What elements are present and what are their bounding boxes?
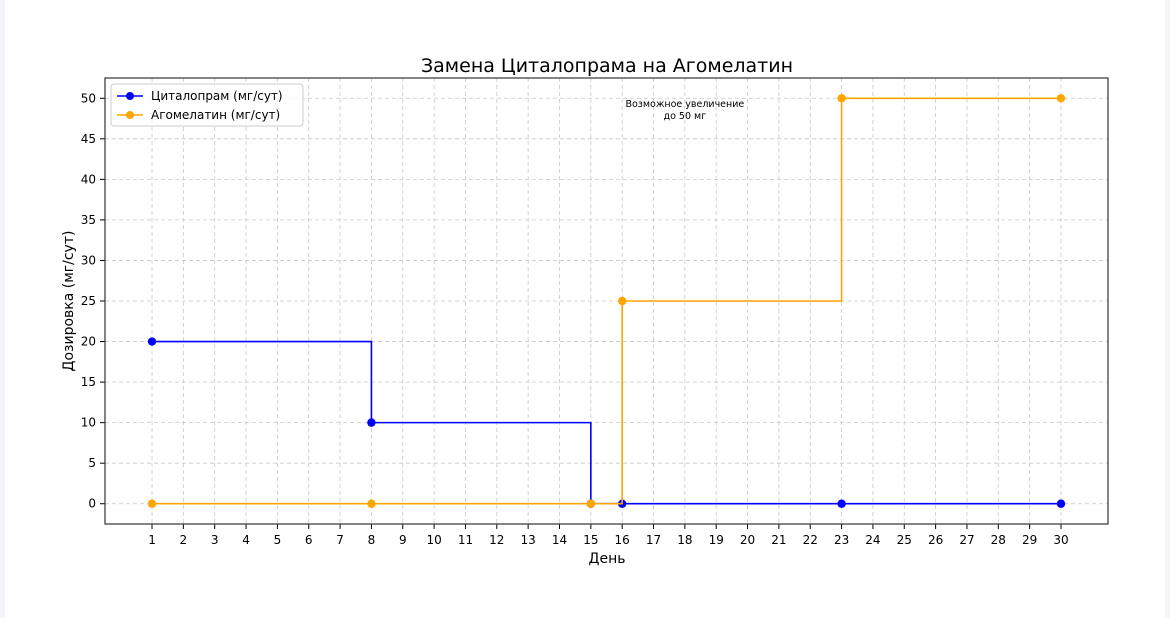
plot-area-frame [104, 77, 1109, 525]
x-tick-label: 19 [709, 533, 724, 547]
x-tick-label: 21 [771, 533, 786, 547]
series-1-point [586, 499, 596, 508]
x-tick-label: 29 [1022, 533, 1037, 547]
y-tick-label: 0 [88, 497, 96, 511]
y-tick-label: 35 [81, 213, 96, 227]
y-tick-label: 20 [81, 335, 96, 349]
x-tick-label: 18 [677, 533, 692, 547]
grid-lines [105, 78, 1108, 524]
y-tick-label: 45 [81, 132, 96, 146]
axis-ticks: 1 2 3 4 5 6 7 8 9 10 11 12 13 14 15 16 17 18 19 20 21 22 23 24 2… [81, 91, 1069, 547]
legend-marker-agomelatine [126, 111, 134, 119]
series-0-point [837, 499, 846, 508]
x-tick-label: 3 [211, 533, 219, 547]
y-tick-label: 25 [81, 294, 96, 308]
y-tick-label: 10 [81, 416, 96, 430]
x-tick-label: 1 [148, 533, 156, 547]
series-1-point [617, 296, 627, 306]
x-tick-label: 24 [865, 533, 880, 547]
y-axis-label: Дозировка (мг/сут) [61, 231, 77, 372]
series-1-point [367, 499, 376, 508]
y-tick-label: 5 [88, 456, 96, 470]
x-tick-label: 10 [426, 533, 441, 547]
series-line-1 [152, 97, 1061, 505]
x-tick-label: 9 [399, 533, 407, 547]
legend-marker-citalopram [126, 92, 134, 100]
x-tick-label: 15 [583, 533, 598, 547]
x-tick-label: 30 [1053, 533, 1068, 547]
x-tick-label: 28 [991, 533, 1006, 547]
x-tick-label: 17 [646, 533, 661, 547]
x-axis-label: День [589, 551, 626, 567]
series-1-point [1056, 94, 1066, 103]
y-tick-label: 30 [81, 253, 96, 267]
series-layer [147, 94, 1066, 508]
y-tick-label: 15 [81, 375, 96, 389]
series-0-point [367, 418, 376, 427]
annotation-text-line: до 50 мг [664, 111, 707, 122]
x-tick-label: 14 [552, 533, 567, 547]
x-tick-label: 5 [274, 533, 282, 547]
x-tick-label: 4 [242, 533, 250, 547]
legend-label-agomelatine: Агомелатин (мг/сут) [151, 108, 280, 122]
x-tick-label: 7 [336, 533, 344, 547]
legend-label-citalopram: Циталопрам (мг/сут) [151, 89, 283, 103]
x-tick-label: 27 [959, 533, 974, 547]
series-1-point [147, 499, 157, 508]
series-1-point [837, 94, 846, 103]
x-tick-label: 20 [740, 533, 755, 547]
x-tick-label: 12 [489, 533, 504, 547]
legend-box [110, 83, 304, 127]
x-tick-label: 13 [521, 533, 536, 547]
series-0-point [1056, 499, 1066, 508]
x-tick-label: 23 [834, 533, 849, 547]
x-tick-label: 25 [897, 533, 912, 547]
x-tick-label: 8 [368, 533, 376, 547]
x-tick-label: 26 [928, 533, 943, 547]
y-tick-label: 50 [81, 91, 96, 105]
x-tick-label: 22 [803, 533, 818, 547]
series-0-point [147, 337, 157, 346]
x-tick-label: 11 [458, 533, 473, 547]
y-tick-label: 40 [81, 172, 96, 186]
chart-title: Замена Циталопрама на Агомелатин [421, 55, 793, 77]
x-tick-label: 6 [305, 533, 313, 547]
legend: Циталопрам (мг/сут) Агомелатин (мг/сут) [110, 83, 304, 127]
annotation-text-line: Возможное увеличение [625, 99, 744, 110]
x-tick-label: 16 [615, 533, 630, 547]
x-tick-label: 2 [180, 533, 188, 547]
series-line-0 [152, 340, 1061, 505]
